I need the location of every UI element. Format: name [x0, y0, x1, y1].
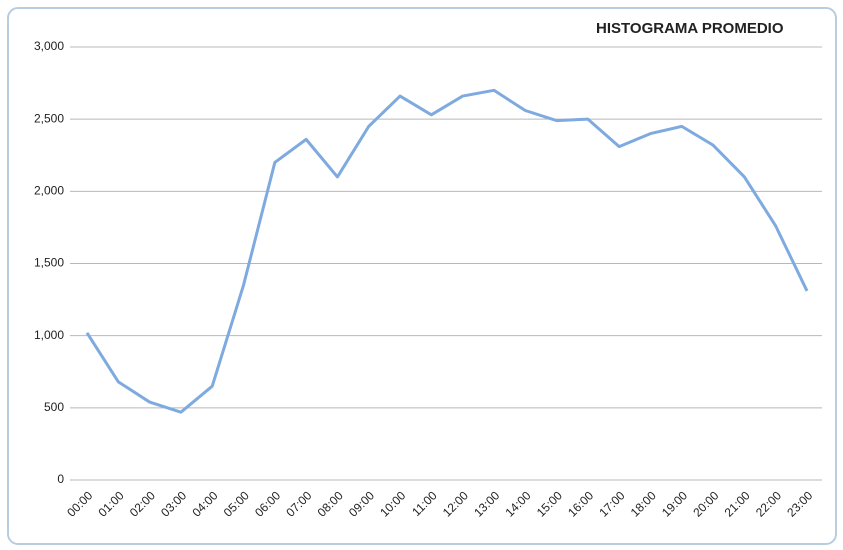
chart-title: HISTOGRAMA PROMEDIO	[596, 20, 784, 37]
y-tick-label: 2,500	[34, 111, 64, 125]
y-tick-label: 3,000	[34, 39, 64, 53]
y-tick-label: 500	[44, 400, 64, 414]
data-line	[85, 88, 809, 414]
y-tick-label: 2,000	[34, 184, 64, 198]
y-tick-label: 1,500	[34, 256, 64, 270]
y-tick-label: 0	[57, 472, 64, 486]
chart-frame	[7, 7, 837, 545]
y-tick-label: 1,000	[34, 328, 64, 342]
